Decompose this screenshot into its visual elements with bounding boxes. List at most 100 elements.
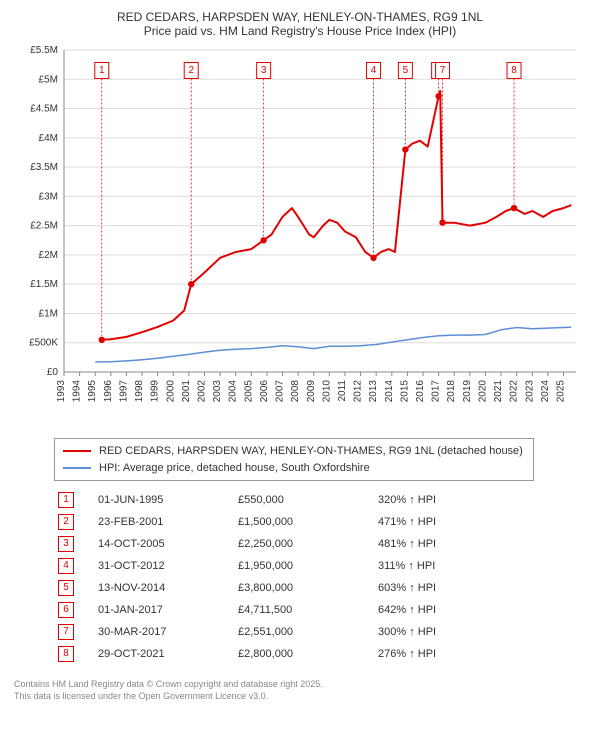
legend-item: HPI: Average price, detached house, Sout… [63, 460, 525, 477]
table-row: 2 23-FEB-2001£1,500,000471% ↑ HPI [54, 511, 534, 533]
svg-text:1: 1 [99, 65, 105, 76]
sale-date: 30-MAR-2017 [94, 621, 234, 643]
svg-text:7: 7 [440, 65, 446, 76]
sale-price: £550,000 [234, 489, 374, 511]
sale-hpi-pct: 300% ↑ HPI [374, 621, 534, 643]
svg-text:£1.5M: £1.5M [30, 279, 58, 290]
sale-marker-icon: 6 [58, 602, 74, 618]
sale-hpi-pct: 471% ↑ HPI [374, 511, 534, 533]
svg-text:1994: 1994 [72, 380, 83, 403]
table-row: 730-MAR-2017£2,551,000300% ↑ HPI [54, 621, 534, 643]
legend-label: RED CEDARS, HARPSDEN WAY, HENLEY-ON-THAM… [99, 443, 523, 460]
table-row: 3 14-OCT-2005£2,250,000481% ↑ HPI [54, 533, 534, 555]
sale-price: £2,250,000 [234, 533, 374, 555]
sale-hpi-pct: 276% ↑ HPI [374, 643, 534, 665]
legend-swatch [63, 450, 91, 452]
svg-text:2017: 2017 [431, 380, 442, 403]
table-row: 5 13-NOV-2014£3,800,000603% ↑ HPI [54, 577, 534, 599]
footer-attribution: Contains HM Land Registry data © Crown c… [14, 679, 600, 702]
sale-marker-icon: 8 [58, 646, 74, 662]
svg-text:2023: 2023 [524, 380, 535, 403]
svg-text:2010: 2010 [321, 380, 332, 403]
sale-price: £1,500,000 [234, 511, 374, 533]
svg-text:£0: £0 [47, 367, 59, 378]
svg-text:2020: 2020 [477, 380, 488, 403]
svg-text:1996: 1996 [103, 380, 114, 403]
svg-text:2022: 2022 [509, 380, 520, 403]
title-line-1: RED CEDARS, HARPSDEN WAY, HENLEY-ON-THAM… [14, 10, 586, 24]
svg-text:£5M: £5M [39, 74, 58, 85]
svg-text:£2.5M: £2.5M [30, 221, 58, 232]
sale-marker-icon: 7 [58, 624, 74, 640]
svg-text:£500K: £500K [29, 338, 58, 349]
sale-date: 01-JUN-1995 [94, 489, 234, 511]
svg-text:2004: 2004 [228, 380, 239, 403]
svg-text:2021: 2021 [493, 380, 504, 403]
svg-text:£3M: £3M [39, 191, 58, 202]
sale-date: 23-FEB-2001 [94, 511, 234, 533]
legend-swatch [63, 467, 91, 469]
svg-text:8: 8 [511, 65, 517, 76]
chart-legend: RED CEDARS, HARPSDEN WAY, HENLEY-ON-THAM… [54, 438, 534, 481]
sale-date: 13-NOV-2014 [94, 577, 234, 599]
sale-hpi-pct: 481% ↑ HPI [374, 533, 534, 555]
svg-text:4: 4 [371, 65, 377, 76]
svg-text:1997: 1997 [118, 380, 129, 403]
svg-text:£5.5M: £5.5M [30, 45, 58, 56]
svg-text:1999: 1999 [150, 380, 161, 403]
sale-date: 01-JAN-2017 [94, 599, 234, 621]
footer-line-2: This data is licensed under the Open Gov… [14, 691, 600, 703]
price-chart: £0 £500K £1M £1.5M £2M £2.5M £3M £3.5M £4M £4.5M £… [20, 42, 580, 432]
sale-hpi-pct: 311% ↑ HPI [374, 555, 534, 577]
svg-text:3: 3 [261, 65, 267, 76]
svg-text:1998: 1998 [134, 380, 145, 403]
svg-text:2025: 2025 [556, 380, 567, 403]
svg-text:£4M: £4M [39, 133, 58, 144]
svg-text:£3.5M: £3.5M [30, 162, 58, 173]
sale-date: 29-OCT-2021 [94, 643, 234, 665]
svg-text:2005: 2005 [243, 380, 254, 403]
sale-price: £4,711,500 [234, 599, 374, 621]
sale-marker-icon: 2 [58, 514, 74, 530]
table-row: 1 01-JUN-1995£550,000320% ↑ HPI [54, 489, 534, 511]
svg-text:2013: 2013 [368, 380, 379, 403]
svg-text:2000: 2000 [165, 380, 176, 403]
svg-text:5: 5 [403, 65, 409, 76]
svg-text:2008: 2008 [290, 380, 301, 403]
svg-text:2009: 2009 [306, 380, 317, 403]
chart-title: RED CEDARS, HARPSDEN WAY, HENLEY-ON-THAM… [14, 10, 586, 38]
sale-hpi-pct: 603% ↑ HPI [374, 577, 534, 599]
table-row: 829-OCT-2021£2,800,000276% ↑ HPI [54, 643, 534, 665]
sale-price: £3,800,000 [234, 577, 374, 599]
sale-marker-icon: 1 [58, 492, 74, 508]
svg-text:£4.5M: £4.5M [30, 104, 58, 115]
legend-item: RED CEDARS, HARPSDEN WAY, HENLEY-ON-THAM… [63, 443, 525, 460]
sale-hpi-pct: 320% ↑ HPI [374, 489, 534, 511]
svg-text:2015: 2015 [399, 380, 410, 403]
svg-text:2007: 2007 [275, 380, 286, 403]
title-line-2: Price paid vs. HM Land Registry's House … [14, 24, 586, 38]
svg-text:£1M: £1M [39, 308, 58, 319]
sale-marker-icon: 3 [58, 536, 74, 552]
table-row: 431-OCT-2012£1,950,000311% ↑ HPI [54, 555, 534, 577]
svg-text:1995: 1995 [87, 380, 98, 403]
sale-marker-icon: 5 [58, 580, 74, 596]
svg-text:2011: 2011 [337, 380, 348, 402]
sale-price: £1,950,000 [234, 555, 374, 577]
svg-text:£2M: £2M [39, 250, 58, 261]
svg-text:2019: 2019 [462, 380, 473, 403]
svg-text:2006: 2006 [259, 380, 270, 403]
svg-text:2002: 2002 [196, 380, 207, 403]
svg-text:2: 2 [188, 65, 194, 76]
sale-date: 14-OCT-2005 [94, 533, 234, 555]
svg-text:2001: 2001 [181, 380, 192, 403]
svg-text:2018: 2018 [446, 380, 457, 403]
table-row: 6 01-JAN-2017£4,711,500642% ↑ HPI [54, 599, 534, 621]
svg-text:2014: 2014 [384, 380, 395, 403]
svg-text:2016: 2016 [415, 380, 426, 403]
svg-text:2012: 2012 [353, 380, 364, 403]
sale-hpi-pct: 642% ↑ HPI [374, 599, 534, 621]
sales-table: 1 01-JUN-1995£550,000320% ↑ HPI 2 23-FEB-20… [54, 489, 534, 665]
sale-date: 31-OCT-2012 [94, 555, 234, 577]
svg-text:2003: 2003 [212, 380, 223, 403]
